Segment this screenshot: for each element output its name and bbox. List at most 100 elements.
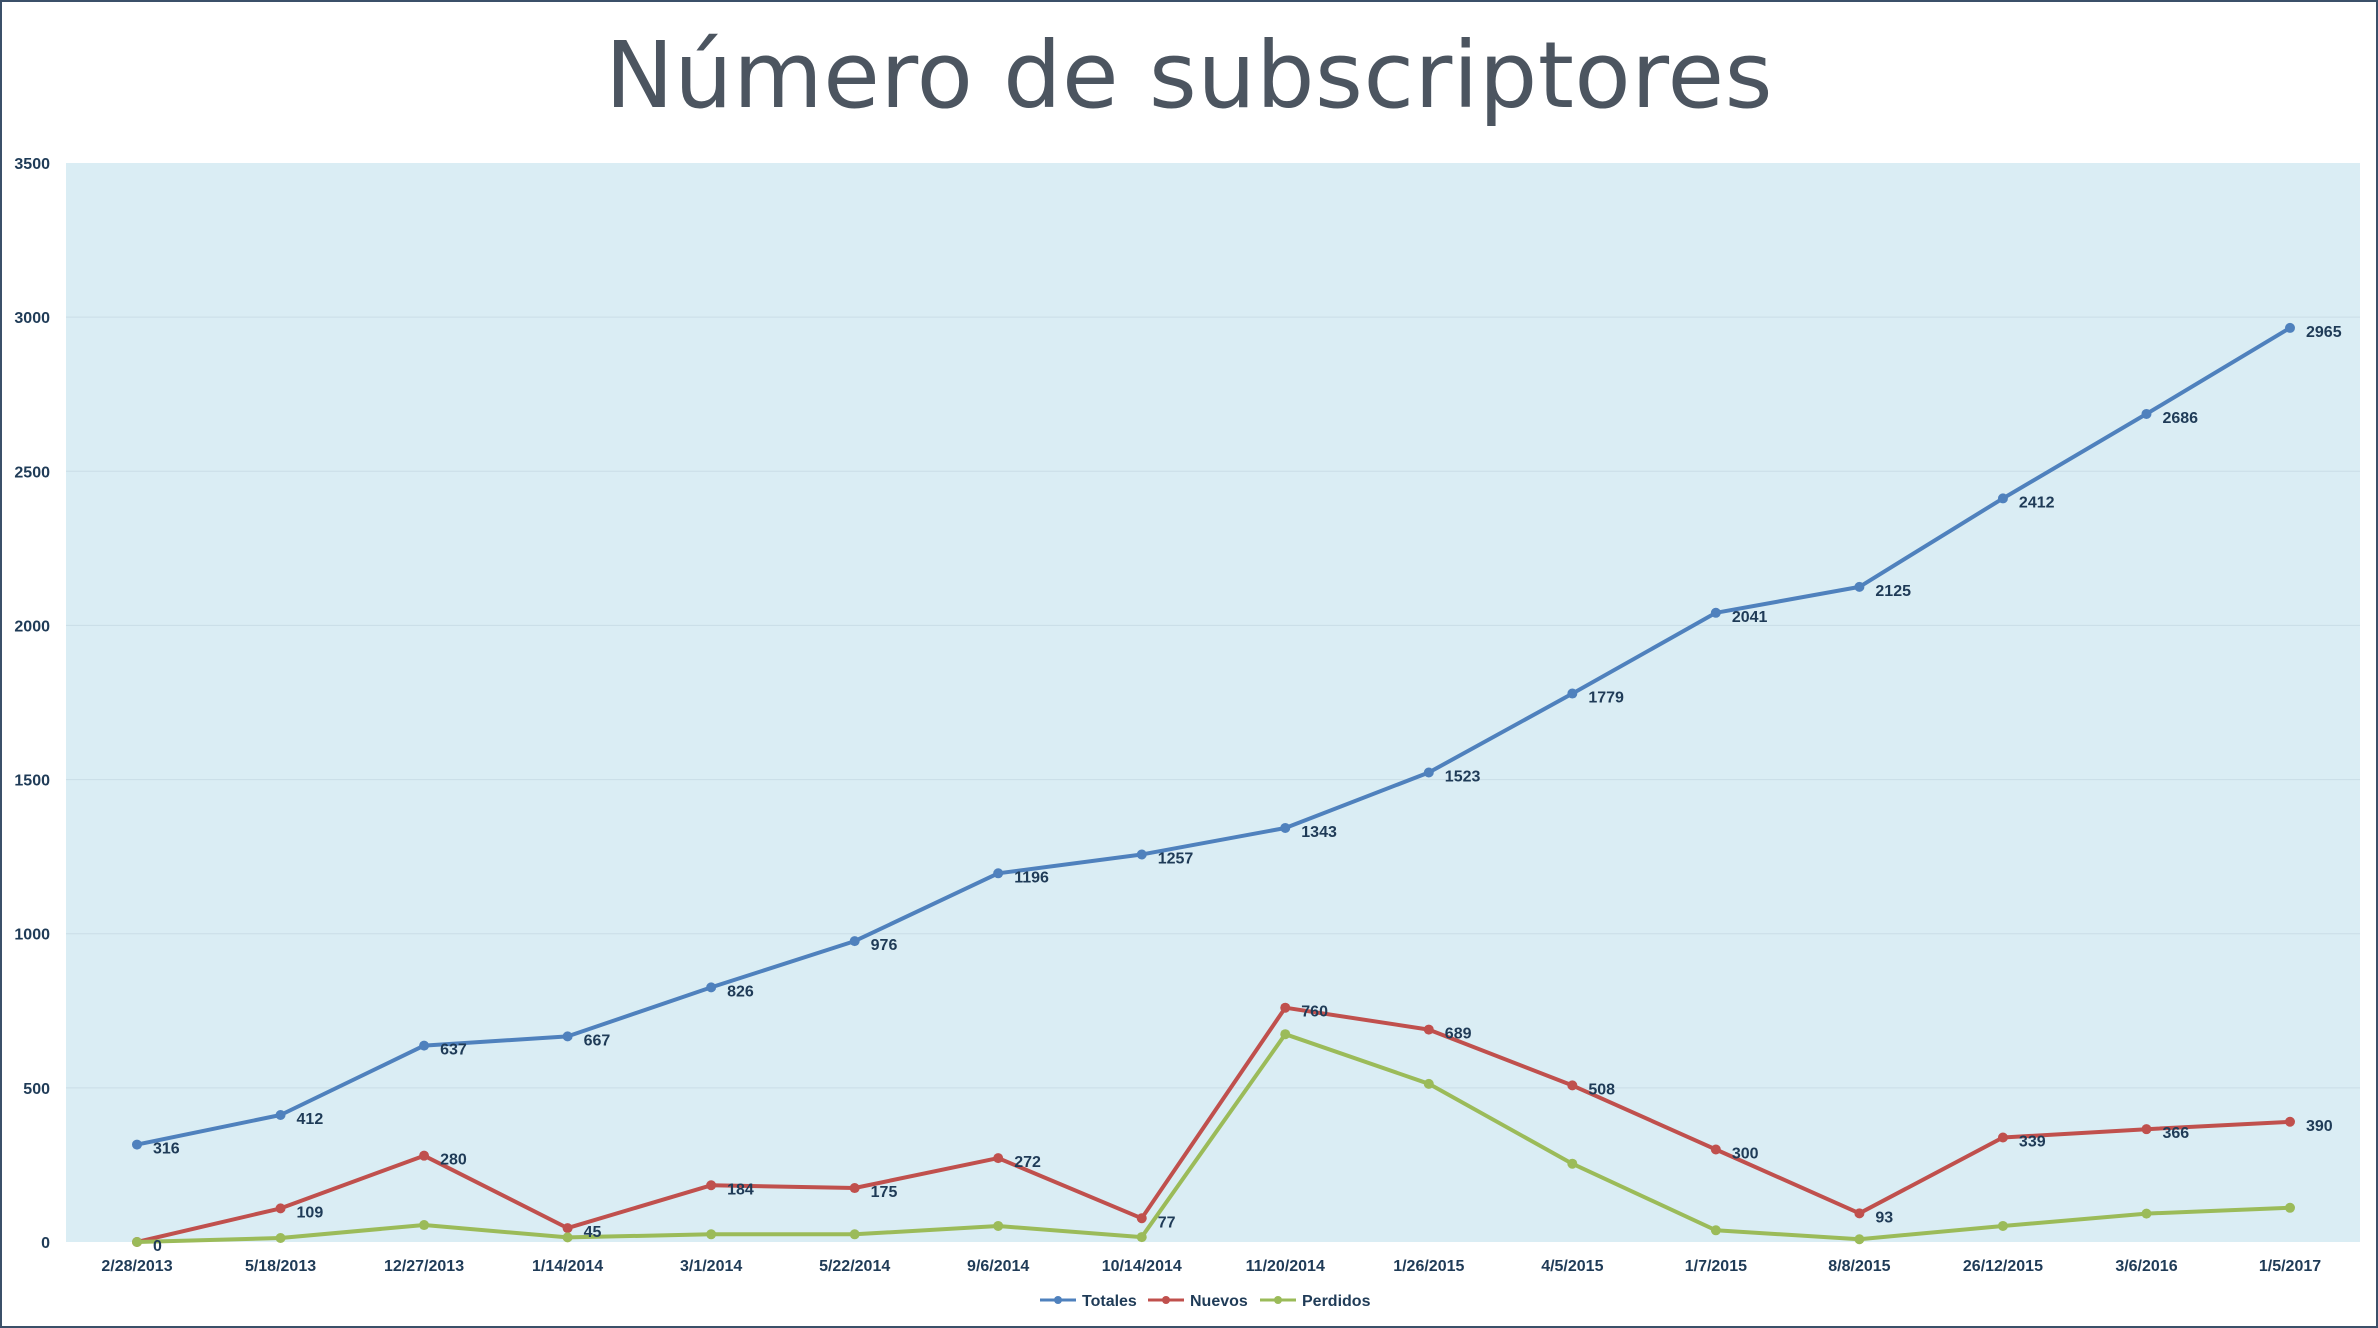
data-point-perdidos	[2285, 1202, 2295, 1213]
data-point-nuevos	[993, 1153, 1004, 1164]
data-point-totales	[706, 982, 717, 993]
data-point-totales	[1567, 688, 1578, 699]
data-point-nuevos	[275, 1203, 286, 1214]
data-label-totales: 637	[440, 1042, 467, 1059]
data-label-nuevos: 689	[1445, 1026, 1472, 1043]
x-tick-label: 1/26/2015	[1393, 1258, 1464, 1275]
data-label-nuevos: 760	[1301, 1004, 1328, 1021]
x-tick-label: 1/7/2015	[1685, 1258, 1747, 1275]
data-point-totales	[1136, 849, 1147, 860]
data-point-totales	[1280, 822, 1291, 833]
data-label-nuevos: 508	[1588, 1081, 1615, 1098]
data-point-perdidos	[562, 1232, 573, 1243]
data-point-perdidos	[1567, 1158, 1578, 1169]
data-point-totales	[1423, 767, 1434, 778]
data-point-nuevos	[849, 1183, 860, 1194]
data-label-totales: 1779	[1588, 690, 1624, 707]
data-label-nuevos: 175	[871, 1184, 898, 1201]
data-labels: 316 412 637 667 826 976 1196 1257 1343 1523 1779 20…	[153, 324, 2342, 1255]
data-point-nuevos	[562, 1223, 573, 1234]
legend-marker-nuevos	[1162, 1296, 1170, 1304]
y-tick-label: 2500	[14, 464, 50, 481]
series-line-totales	[135, 325, 2292, 1147]
data-point-perdidos	[993, 1220, 1004, 1231]
data-point-nuevos	[706, 1180, 717, 1191]
data-label-nuevos: 109	[297, 1204, 324, 1221]
data-point-nuevos	[2141, 1124, 2152, 1135]
series-line-nuevos	[135, 1005, 2292, 1244]
data-point-totales	[2285, 322, 2295, 333]
x-tick-label: 3/1/2014	[680, 1258, 742, 1275]
data-label-totales: 2041	[1732, 609, 1768, 626]
legend: Totales Nuevos Perdidos	[1040, 1293, 1371, 1310]
data-label-nuevos: 184	[727, 1181, 754, 1198]
data-point-perdidos	[2141, 1208, 2152, 1219]
data-point-totales	[562, 1031, 573, 1042]
series-group	[132, 322, 2295, 1247]
data-label-nuevos: 0	[153, 1238, 162, 1255]
x-tick-label: 3/6/2016	[2115, 1258, 2177, 1275]
data-point-perdidos	[1280, 1029, 1291, 1040]
x-tick-label: 2/28/2013	[101, 1258, 172, 1275]
legend-label-totales: Totales	[1082, 1293, 1137, 1310]
y-tick-label: 2000	[14, 618, 50, 635]
data-label-totales: 976	[871, 937, 898, 954]
data-point-perdidos	[706, 1229, 717, 1240]
y-tick-label: 500	[23, 1081, 50, 1098]
data-point-perdidos	[419, 1220, 430, 1231]
data-point-totales	[993, 868, 1004, 879]
chart-title: Número de subscriptores	[604, 22, 1774, 129]
data-label-totales: 667	[584, 1032, 611, 1049]
data-label-totales: 1343	[1301, 824, 1337, 841]
data-point-perdidos	[1423, 1078, 1434, 1089]
x-tick-label: 8/8/2015	[1828, 1258, 1890, 1275]
x-tick-label: 5/22/2014	[819, 1258, 890, 1275]
x-tick-label: 26/12/2015	[1963, 1258, 2043, 1275]
data-point-perdidos	[1854, 1234, 1865, 1245]
data-point-perdidos	[132, 1237, 142, 1247]
data-label-nuevos: 366	[2162, 1125, 2189, 1142]
y-tick-label: 3000	[14, 310, 50, 327]
data-point-nuevos	[1423, 1024, 1434, 1035]
data-label-totales: 2965	[2306, 324, 2342, 341]
x-tick-label: 1/5/2017	[2259, 1258, 2321, 1275]
data-point-totales	[1710, 607, 1721, 618]
data-point-nuevos	[1280, 1002, 1291, 1013]
data-point-nuevos	[1854, 1208, 1865, 1219]
x-tick-label: 5/18/2013	[245, 1258, 316, 1275]
legend-label-perdidos: Perdidos	[1302, 1293, 1371, 1310]
data-label-totales: 1196	[1014, 869, 1049, 886]
data-label-nuevos: 300	[1732, 1146, 1759, 1163]
data-point-totales	[419, 1040, 430, 1051]
data-label-totales: 316	[153, 1141, 180, 1158]
data-point-totales	[275, 1109, 286, 1120]
data-point-nuevos	[2285, 1116, 2295, 1127]
data-point-totales	[132, 1139, 142, 1150]
y-tick-label: 3500	[14, 156, 50, 173]
legend-label-nuevos: Nuevos	[1190, 1293, 1248, 1310]
data-point-nuevos	[1567, 1080, 1578, 1091]
y-axis: 0 500 1000 1500 2000 2500 3000 3500	[14, 156, 50, 1252]
gridlines	[66, 316, 2360, 1089]
data-point-perdidos	[1710, 1225, 1721, 1236]
data-point-totales	[1854, 581, 1865, 592]
x-tick-label: 12/27/2013	[384, 1258, 464, 1275]
data-point-nuevos	[419, 1150, 430, 1161]
data-point-perdidos	[275, 1232, 286, 1243]
x-tick-label: 9/6/2014	[967, 1258, 1029, 1275]
x-tick-label: 4/5/2015	[1541, 1258, 1603, 1275]
data-label-totales: 2686	[2162, 410, 2198, 427]
data-point-nuevos	[1136, 1213, 1147, 1224]
y-tick-label: 1500	[14, 773, 50, 790]
data-label-totales: 2412	[2019, 494, 2055, 511]
y-tick-label: 0	[41, 1235, 50, 1252]
data-label-totales: 826	[727, 983, 754, 1000]
data-label-totales: 412	[297, 1111, 324, 1128]
data-label-nuevos: 93	[1875, 1209, 1893, 1226]
legend-marker-perdidos	[1274, 1296, 1282, 1304]
data-label-nuevos: 339	[2019, 1133, 2046, 1150]
data-label-nuevos: 280	[440, 1152, 467, 1169]
data-point-perdidos	[1136, 1232, 1147, 1243]
data-label-nuevos: 77	[1158, 1214, 1176, 1231]
